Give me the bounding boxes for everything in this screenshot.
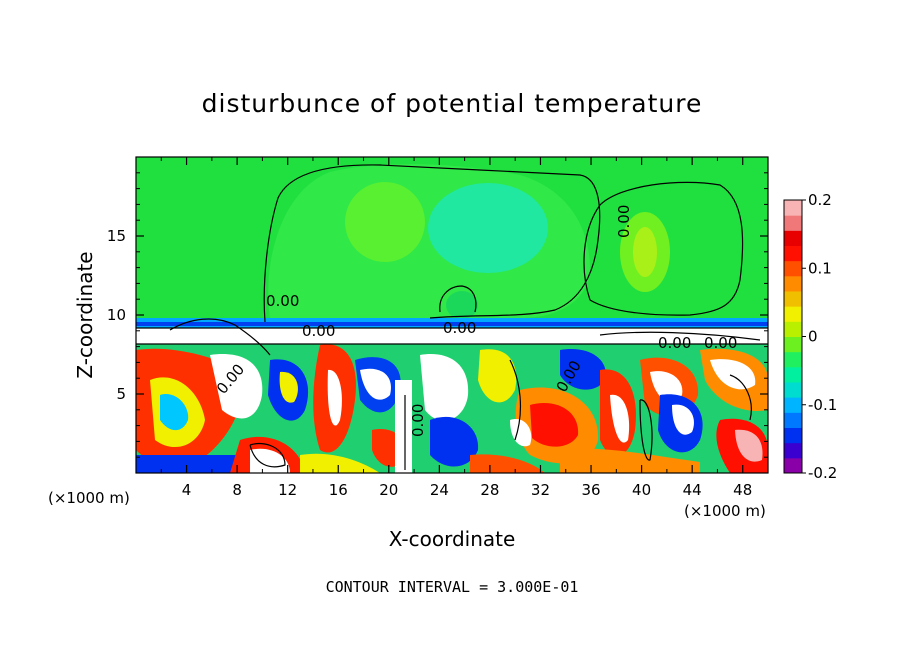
x-tick-label: 12 bbox=[278, 481, 297, 499]
colorbar-swatch bbox=[784, 230, 802, 246]
x-tick-label: 44 bbox=[683, 481, 702, 499]
chart-title: disturbunce of potential temperature bbox=[202, 89, 703, 118]
upper-anomaly-e bbox=[446, 291, 478, 319]
lower-blobs bbox=[136, 344, 768, 473]
colorbar-swatch bbox=[784, 291, 802, 307]
x-tick-label: 28 bbox=[480, 481, 499, 499]
colorbar-label: -0.2 bbox=[808, 464, 837, 482]
colorbar-swatch bbox=[784, 457, 802, 474]
x-tick-label: 48 bbox=[733, 481, 752, 499]
contour-upper-west bbox=[263, 164, 601, 323]
colorbar-label: 0.2 bbox=[808, 191, 832, 209]
x-tick-label: 16 bbox=[329, 481, 348, 499]
colorbar-label: 0 bbox=[808, 328, 818, 346]
y-axis-label: Z-coordinate bbox=[73, 251, 97, 378]
colorbar-swatch bbox=[784, 351, 802, 368]
x-tick-label: 32 bbox=[531, 481, 550, 499]
colorbar-swatch bbox=[784, 397, 802, 413]
colorbar-swatch bbox=[784, 200, 802, 216]
colorbar-swatch bbox=[784, 275, 802, 292]
contour-lower-c bbox=[249, 443, 286, 468]
colorbar-swatch bbox=[784, 427, 802, 444]
colorbar-swatch bbox=[784, 366, 802, 383]
contour-lower-a bbox=[169, 318, 271, 356]
y-axis-ticks: 5 10 15 bbox=[107, 172, 768, 458]
contour-lower-g bbox=[729, 374, 752, 421]
x-tick-label: 4 bbox=[182, 481, 192, 499]
colorbar-swatch bbox=[784, 336, 802, 353]
x-unit-left: (×1000 m) bbox=[48, 489, 130, 507]
x-unit-right: (×1000 m) bbox=[684, 502, 766, 520]
contour-upper-blob bbox=[439, 285, 477, 313]
y-tick-label: 5 bbox=[116, 385, 126, 403]
x-axis-label: X-coordinate bbox=[389, 527, 516, 551]
colorbar-swatch bbox=[784, 442, 802, 459]
x-tick-label: 36 bbox=[581, 481, 600, 499]
x-tick-label: 8 bbox=[232, 481, 242, 499]
interface-band-white bbox=[136, 328, 768, 344]
contour-lower-b bbox=[599, 331, 761, 341]
contour-lines bbox=[136, 164, 768, 470]
colorbar bbox=[784, 200, 802, 474]
contour-label: 0.00 bbox=[302, 322, 335, 340]
colorbar-swatch bbox=[784, 382, 802, 398]
contour-label: 0.00 bbox=[615, 205, 633, 238]
colorbar-label: 0.1 bbox=[808, 259, 832, 277]
contour-interval-note: CONTOUR INTERVAL = 3.000E-01 bbox=[326, 578, 579, 596]
contour-lower-f bbox=[509, 359, 522, 441]
colorbar-labels: 0.2 0.1 0 -0.1 -0.2 bbox=[802, 191, 837, 482]
colorbar-swatch bbox=[784, 245, 802, 262]
x-tick-label: 40 bbox=[632, 481, 651, 499]
colorbar-label: -0.1 bbox=[808, 396, 837, 414]
colorbar-swatch bbox=[784, 412, 802, 428]
x-tick-label: 20 bbox=[379, 481, 398, 499]
upper-anomaly-b bbox=[428, 183, 548, 273]
colorbar-swatch bbox=[784, 306, 802, 322]
contour-label: 0.00 bbox=[266, 292, 299, 310]
contour-upper-east bbox=[583, 181, 744, 316]
contour-label: 0.00 bbox=[443, 319, 476, 337]
contour-label: 0.00 bbox=[409, 404, 427, 437]
upper-anomaly-d bbox=[633, 227, 657, 277]
interface-band-dark bbox=[136, 322, 768, 326]
contour-label: 0.00 bbox=[658, 334, 691, 352]
colorbar-swatch bbox=[784, 215, 802, 231]
colorbar-swatch bbox=[784, 260, 802, 277]
y-tick-label: 10 bbox=[107, 306, 126, 324]
colorbar-swatch bbox=[784, 321, 802, 337]
contour-lower-d bbox=[639, 399, 653, 461]
contour-label: 0.00 bbox=[704, 334, 737, 352]
y-tick-label: 15 bbox=[107, 227, 126, 245]
plot-area bbox=[136, 157, 768, 473]
upper-anomaly-a bbox=[345, 182, 425, 262]
x-axis-ticks: 4 8 12 16 20 24 28 32 36 40 44 48 bbox=[160, 157, 752, 499]
x-tick-label: 24 bbox=[430, 481, 449, 499]
